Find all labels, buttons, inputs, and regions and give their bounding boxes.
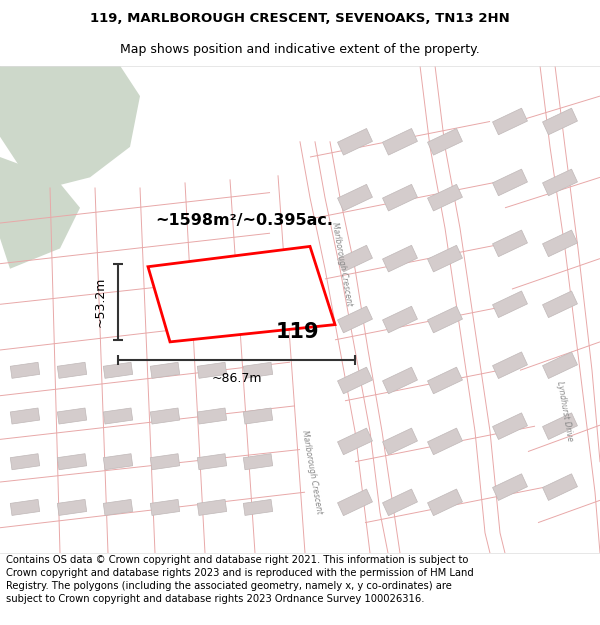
Polygon shape bbox=[244, 362, 272, 378]
Polygon shape bbox=[542, 352, 577, 379]
Polygon shape bbox=[493, 291, 527, 318]
Polygon shape bbox=[10, 362, 40, 378]
Polygon shape bbox=[428, 245, 463, 272]
Polygon shape bbox=[383, 245, 418, 272]
Polygon shape bbox=[428, 489, 463, 516]
Polygon shape bbox=[151, 362, 179, 378]
Polygon shape bbox=[338, 367, 373, 394]
Polygon shape bbox=[197, 499, 227, 516]
Text: Marlborough Crescent: Marlborough Crescent bbox=[300, 429, 324, 514]
Text: 119: 119 bbox=[276, 322, 320, 342]
Polygon shape bbox=[338, 306, 373, 333]
Polygon shape bbox=[542, 108, 577, 135]
Polygon shape bbox=[338, 184, 373, 211]
Polygon shape bbox=[383, 306, 418, 333]
Polygon shape bbox=[0, 66, 140, 188]
Polygon shape bbox=[493, 169, 527, 196]
Polygon shape bbox=[151, 454, 179, 470]
Text: ~86.7m: ~86.7m bbox=[211, 372, 262, 385]
Polygon shape bbox=[103, 408, 133, 424]
Polygon shape bbox=[542, 291, 577, 318]
Polygon shape bbox=[542, 413, 577, 439]
Text: 119, MARLBOROUGH CRESCENT, SEVENOAKS, TN13 2HN: 119, MARLBOROUGH CRESCENT, SEVENOAKS, TN… bbox=[90, 12, 510, 25]
Polygon shape bbox=[103, 499, 133, 516]
Text: Map shows position and indicative extent of the property.: Map shows position and indicative extent… bbox=[120, 42, 480, 56]
Polygon shape bbox=[58, 499, 86, 516]
Polygon shape bbox=[493, 108, 527, 135]
Polygon shape bbox=[58, 408, 86, 424]
Polygon shape bbox=[383, 428, 418, 455]
Polygon shape bbox=[197, 362, 227, 378]
Polygon shape bbox=[10, 408, 40, 424]
Polygon shape bbox=[542, 474, 577, 501]
Polygon shape bbox=[244, 454, 272, 470]
Polygon shape bbox=[58, 362, 86, 378]
Polygon shape bbox=[244, 499, 272, 516]
Polygon shape bbox=[428, 129, 463, 155]
Polygon shape bbox=[542, 230, 577, 257]
Polygon shape bbox=[428, 184, 463, 211]
Polygon shape bbox=[338, 489, 373, 516]
Polygon shape bbox=[151, 499, 179, 516]
Polygon shape bbox=[383, 129, 418, 155]
Polygon shape bbox=[151, 408, 179, 424]
Polygon shape bbox=[338, 428, 373, 455]
Polygon shape bbox=[0, 157, 80, 269]
Polygon shape bbox=[493, 474, 527, 501]
Text: Contains OS data © Crown copyright and database right 2021. This information is : Contains OS data © Crown copyright and d… bbox=[6, 554, 474, 604]
Polygon shape bbox=[244, 408, 272, 424]
Polygon shape bbox=[103, 362, 133, 378]
Polygon shape bbox=[542, 169, 577, 196]
Polygon shape bbox=[493, 413, 527, 439]
Polygon shape bbox=[428, 306, 463, 333]
Polygon shape bbox=[428, 367, 463, 394]
Text: ~53.2m: ~53.2m bbox=[94, 277, 107, 327]
Polygon shape bbox=[197, 454, 227, 470]
Polygon shape bbox=[148, 246, 335, 342]
Polygon shape bbox=[428, 428, 463, 455]
Polygon shape bbox=[58, 454, 86, 470]
Polygon shape bbox=[197, 408, 227, 424]
Polygon shape bbox=[493, 230, 527, 257]
Polygon shape bbox=[103, 454, 133, 470]
Polygon shape bbox=[338, 245, 373, 272]
Polygon shape bbox=[338, 129, 373, 155]
Polygon shape bbox=[383, 184, 418, 211]
Polygon shape bbox=[383, 367, 418, 394]
Text: ~1598m²/~0.395ac.: ~1598m²/~0.395ac. bbox=[155, 213, 333, 228]
Polygon shape bbox=[10, 499, 40, 516]
Polygon shape bbox=[493, 352, 527, 379]
Text: Lyndhurst Drive: Lyndhurst Drive bbox=[555, 380, 575, 442]
Polygon shape bbox=[383, 489, 418, 516]
Polygon shape bbox=[10, 454, 40, 470]
Text: Marlborough Crescent: Marlborough Crescent bbox=[330, 221, 354, 306]
